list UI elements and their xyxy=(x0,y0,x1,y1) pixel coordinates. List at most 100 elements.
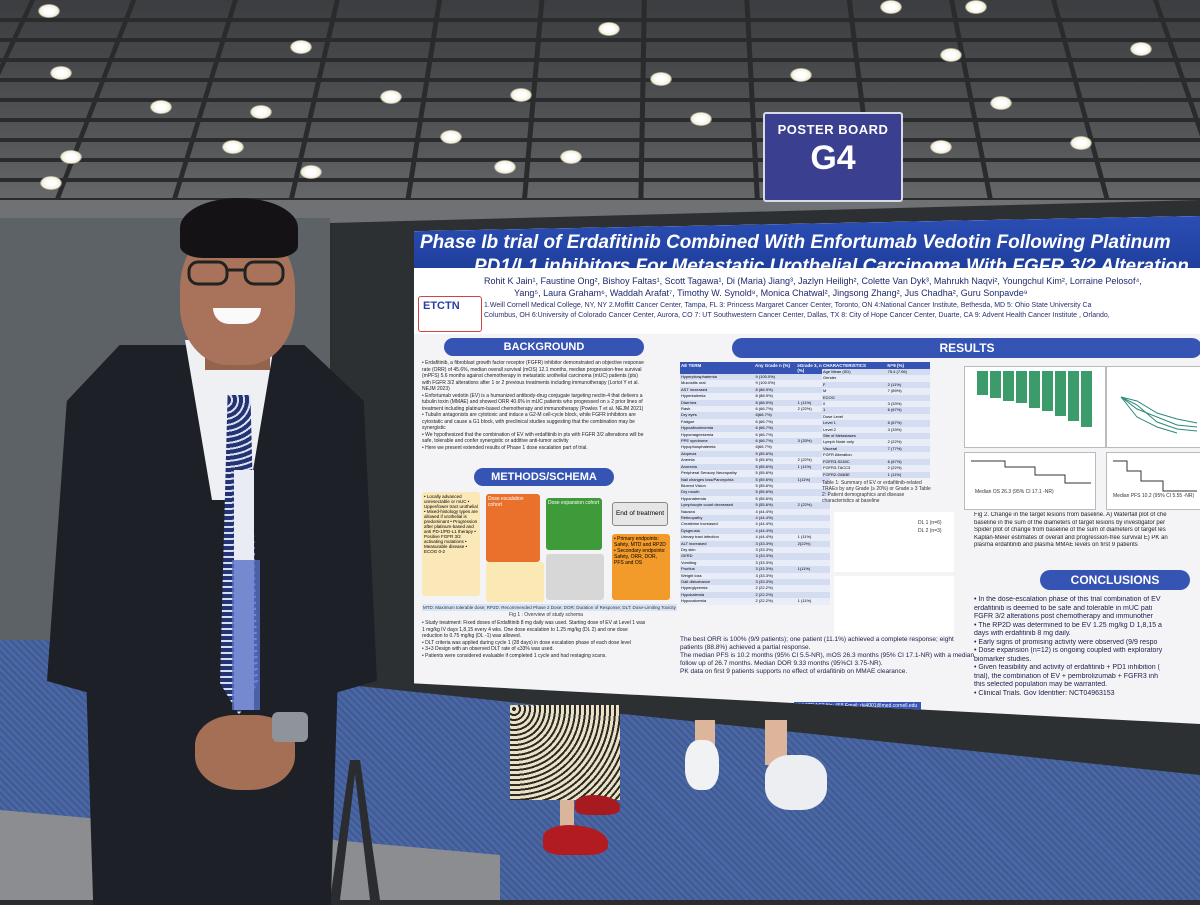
imaging-box xyxy=(546,554,604,600)
table-row: Hypomagnesemia 6 (66.7%) xyxy=(680,431,830,439)
table-cell: 5 (55.6%) xyxy=(755,450,773,456)
table-cell: 2 (22.2%) xyxy=(755,585,773,591)
affiliations-line1: 1.Weill Cornell Medical College, NY, NY … xyxy=(484,302,1092,309)
table-cell: Nail changes loss/Paronychia xyxy=(681,476,734,482)
sign-code: G4 xyxy=(810,139,856,177)
text-line: Fig 2. Change in the target lesions from… xyxy=(974,512,1167,518)
dose-escalation-box: Dose escalation cohort xyxy=(486,494,540,562)
ceiling-truss xyxy=(0,78,1200,82)
table-cell: 3 (33%) xyxy=(887,426,902,432)
table-row: Dry eyes 6(66.7%) xyxy=(680,412,830,419)
text-line: biomarker studies. xyxy=(974,655,1032,663)
table-cell: 4 (44.4%) xyxy=(755,521,773,527)
glasses-icon xyxy=(187,260,285,286)
eligibility-box: • Locally advanced unresectable or mUC •… xyxy=(422,492,480,596)
ceiling-light xyxy=(50,66,72,80)
research-poster: Phase Ib trial of Erdafitinib Combined W… xyxy=(414,216,1200,724)
table-row: F 2 (11%) xyxy=(822,381,930,389)
text-line: (mPFS) 5.6 months against chemotherapy i… xyxy=(422,373,638,379)
text-line: • Given feasibility and activity of erda… xyxy=(974,664,1160,671)
os-km-plot: Median OS 26.3 (95% CI 17.1 -NR) xyxy=(964,452,1096,510)
table-cell: 9 (100.0%) xyxy=(755,380,776,386)
table-row: Lymphocyte count decreased 5 (55.6%) 2 (22… xyxy=(680,502,830,509)
table-cell: Level 2 xyxy=(823,426,836,432)
ceiling-light xyxy=(290,40,312,54)
waterfall-bar xyxy=(1042,371,1053,411)
text-line: • 3+3 Design with an observed DLT rate o… xyxy=(422,646,554,652)
table-header: CHARACTERISTICS N=9 (%) xyxy=(822,362,930,369)
demographics-table: CHARACTERISTICS N=9 (%) Age Mean (SD) 75.4 … xyxy=(822,362,930,478)
table-row: FGFR Alteration xyxy=(822,452,930,459)
table-cell: Fatigue xyxy=(681,418,695,424)
table-cell: 8 (88.9%) xyxy=(755,386,773,392)
text-line: FGFR 3/2 alterations post chemotherapy a… xyxy=(974,613,1153,620)
table-row: Lymph Node only 2 (22%) xyxy=(822,439,930,446)
table-row: Hypocalcemia 2 (22.2%) 1 (11%) xyxy=(680,598,830,605)
poster-title-line2: PD1/L1 inhibitors For Metastatic Urothel… xyxy=(474,256,1189,277)
table-row: Dysgeusia 4 (44.4%) xyxy=(680,527,830,535)
text-line: • In the dose-escalation phase of this t… xyxy=(974,596,1161,603)
ceiling-light xyxy=(510,88,532,102)
ceiling-beam xyxy=(949,0,996,215)
table-cell: ECOG xyxy=(823,394,835,400)
table-cell: Hyperphosphatemia xyxy=(681,374,717,379)
os-curve xyxy=(971,460,1091,484)
table-cell: AST increased xyxy=(681,386,708,392)
table-row: Urinary tract infection 4 (44.4%) 1 (11%) xyxy=(680,534,830,541)
legend-dl2: DL 2 (n=3) xyxy=(918,528,942,534)
table-cell: 5 (55.6%) xyxy=(755,482,773,488)
table-row: Creatinine increased 4 (44.4%) xyxy=(680,521,830,528)
table-row: Anemia 5 (55.6%) 2 (22%) xyxy=(680,457,830,464)
spider-lines xyxy=(1120,396,1198,434)
poster-board-sign: POSTER BOARD G4 xyxy=(763,112,903,202)
ceiling-light xyxy=(38,4,60,18)
text-line: • Tubulin antagonists are cytotoxic and … xyxy=(422,412,636,418)
table-cell: PPE syndrome xyxy=(681,438,708,444)
fig1-caption: Fig 1 : Overview of study schema xyxy=(509,612,583,618)
table-cell: Hypocalcemia xyxy=(681,598,707,604)
table-row: M 7 (89%) xyxy=(822,388,930,395)
authors-line2: Yang⁵, Laura Graham⁶, Waddah Arafat⁷, Ti… xyxy=(514,288,1028,298)
ceiling-light xyxy=(1070,136,1092,150)
table-cell: Blurred Vision xyxy=(681,482,706,488)
table-row: Visceral 7 (77%) xyxy=(822,445,930,453)
text-line: • Dose expansion (n=12) is ongoing coupl… xyxy=(974,647,1163,654)
text-line: trial), the combination of EV + pembroli… xyxy=(974,672,1159,680)
text-line: 1 mg/kg IV days 1,8,15 every 4 wks. One … xyxy=(422,626,628,633)
ceiling-beam xyxy=(520,0,545,215)
text-line: with FGFR 3/2 alterations after 1 or 2 p… xyxy=(422,379,639,386)
ceiling-beam xyxy=(744,0,761,215)
table-cell: 1 xyxy=(823,407,826,413)
ceiling-truss xyxy=(0,58,1200,62)
table-cell: 4 (44.4%) xyxy=(755,514,773,520)
legend-dl1: DL 1 (n=6) xyxy=(918,520,942,526)
ceiling-light xyxy=(250,105,272,119)
table-cell: Gait disturbance xyxy=(681,579,711,584)
table-cell: Urinary tract infection xyxy=(681,534,719,540)
table-cell: 2 (22%) xyxy=(887,439,902,445)
table-cell: 6 (67%) xyxy=(887,407,902,413)
os-label: Median OS 26.3 (95% CI 17.1 -NR) xyxy=(975,489,1054,495)
table-cell: Diarrhea xyxy=(681,399,697,405)
table-cell: Vomiting xyxy=(681,559,697,565)
table-cell: 5 (55.6%) xyxy=(755,470,773,476)
table-cell: 75.4 (7.06) xyxy=(887,369,907,374)
table-row: ALT increased 3 (33.3%) 2(22%) xyxy=(680,540,830,547)
table-cell: 4 (44.4%) xyxy=(755,527,773,533)
authors-line1: Rohit K Jain¹, Faustine Ong², Bishoy Fal… xyxy=(484,276,1142,286)
fig2-caption: Fig 2. Change in the target lesions from… xyxy=(974,512,1200,550)
waterfall-bar xyxy=(977,371,988,395)
table-header-cell: N=9 (%) xyxy=(887,363,905,368)
table-cell: Hypomagnesemia xyxy=(681,431,714,437)
table-cell: 9 (100.0%) xyxy=(755,374,776,379)
table-cell: 1(11%) xyxy=(797,566,811,572)
table-cell: 6(66.7%) xyxy=(755,444,772,450)
waterfall-bar xyxy=(1068,371,1079,421)
table-cell: 3 (33.3%) xyxy=(755,546,773,552)
table-cell: Hyperkalemia xyxy=(681,393,706,399)
table-cell: FGFR3-S249C xyxy=(823,458,850,464)
ceiling-light xyxy=(440,130,462,144)
waterfall-bar xyxy=(1029,371,1040,408)
ceiling-truss xyxy=(0,138,1200,142)
table-cell: 8 (88.9%) xyxy=(755,399,773,405)
